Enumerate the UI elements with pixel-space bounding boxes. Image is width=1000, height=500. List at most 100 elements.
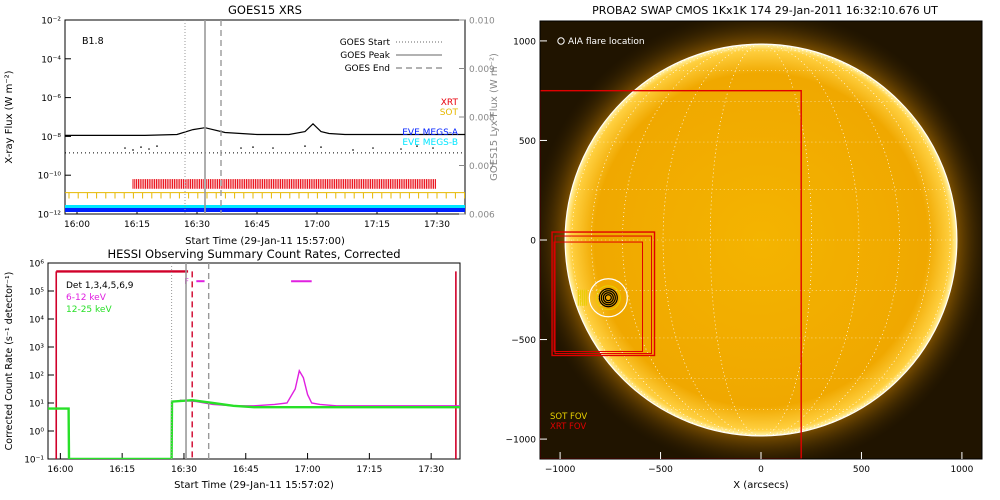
eve-megs-a-coverage bbox=[65, 208, 465, 212]
goes-y-tick-label: 10⁻¹² bbox=[38, 211, 62, 221]
hessi-y-tick-label: 10⁰ bbox=[29, 428, 44, 438]
hessi-y-tick-label: 10¹ bbox=[29, 400, 44, 410]
longitude-line bbox=[571, 43, 951, 437]
goes-legend-label: GOES Peak bbox=[340, 51, 390, 61]
goes-x-tick-label: 16:30 bbox=[184, 220, 210, 230]
goes-instrument-label: XRT bbox=[441, 98, 459, 108]
flare-contour bbox=[602, 292, 614, 304]
hessi-panel: HESSI Observing Summary Count Rates, Cor… bbox=[4, 247, 461, 491]
swap-x-tick-label: −500 bbox=[648, 465, 673, 475]
swap-panel: PROBA2 SWAP CMOS 1Kx1K 174 29-Jan-2011 1… bbox=[506, 4, 983, 491]
xrt-fov-label: XRT FOV bbox=[550, 422, 586, 432]
hessi-y-tick-label: 10³ bbox=[29, 344, 44, 354]
goes-y-label: X-ray Flux (W m⁻²) bbox=[4, 70, 15, 163]
lyx-scatter-point bbox=[140, 146, 142, 148]
goes-x-tick-label: 16:15 bbox=[124, 220, 150, 230]
hessi-y-tick-label: 10² bbox=[29, 372, 44, 382]
hessi-y-label: Corrected Count Rate (s⁻¹ detector⁻¹) bbox=[4, 272, 15, 451]
hessi-x-tick-label: 16:15 bbox=[109, 465, 135, 475]
swap-ticks: −1000 −500 0 500 1000 1000 500 0 −500 −1000 bbox=[506, 37, 974, 475]
swap-y-tick-label: 1000 bbox=[513, 37, 536, 47]
hessi-plot-area: F bbox=[48, 263, 460, 459]
goes-plot-area bbox=[65, 20, 465, 214]
goes-class-label: B1.8 bbox=[82, 36, 104, 47]
goes-x-label: Start Time (29-Jan-11 15:57:00) bbox=[185, 236, 345, 247]
xrt-fov-inner-box bbox=[553, 241, 644, 352]
goes-y2-tick-label: 0.009 bbox=[469, 65, 495, 75]
lyx-scatter-point bbox=[156, 145, 158, 147]
hessi-12-25kev-line bbox=[48, 398, 460, 459]
solar-limb bbox=[564, 43, 958, 437]
goes-x-tick-label: 17:30 bbox=[424, 220, 450, 230]
hessi-x-tick-label: 16:00 bbox=[47, 465, 73, 475]
goes-y-tick-label: 10⁻² bbox=[41, 17, 61, 27]
hessi-x-label: Start Time (29-Jan-11 15:57:02) bbox=[174, 480, 334, 491]
flare-contour bbox=[600, 290, 616, 306]
lyx-scatter-point bbox=[416, 145, 418, 147]
heliographic-grid bbox=[564, 43, 958, 437]
goes-y-tick-label: 10⁻⁸ bbox=[41, 133, 61, 143]
hessi-x-ticks: 16:00 16:15 16:30 16:45 17:00 17:15 17:30 bbox=[47, 453, 444, 475]
lyx-scatter-point bbox=[372, 147, 374, 149]
flare-contour bbox=[604, 294, 612, 302]
hessi-y-tick-label: 10⁶ bbox=[29, 260, 44, 270]
swap-image bbox=[540, 21, 982, 459]
hessi-legend: Det 1,3,4,5,6,9 6-12 keV 12-25 keV bbox=[66, 281, 134, 315]
goes-y-tick-label: 10⁻⁴ bbox=[41, 55, 61, 65]
eve-megs-b-coverage bbox=[65, 205, 465, 208]
goes-x-tick-label: 16:45 bbox=[244, 220, 270, 230]
goes-x-ticks: 16:00 16:15 16:30 16:45 17:00 17:15 17:30 bbox=[64, 208, 450, 230]
goes-y2-tick-label: 0.006 bbox=[469, 211, 495, 221]
swap-y-tick-label: −1000 bbox=[506, 436, 537, 446]
goes-panel: GOES15 XRS 10⁻² 10⁻⁴ 10⁻⁶ 10⁻⁸ 10⁻¹⁰ 10⁻¹² 0.… bbox=[4, 3, 500, 247]
lyx-scatter-point bbox=[252, 146, 254, 148]
goes-y2-tick-label: 0.007 bbox=[469, 162, 495, 172]
hessi-y-tick-label: 10⁵ bbox=[29, 288, 44, 298]
hessi-title: HESSI Observing Summary Count Rates, Cor… bbox=[107, 247, 400, 261]
lyx-scatter-point bbox=[304, 145, 306, 147]
sot-fov-label: SOT FOV bbox=[550, 412, 587, 422]
goes-y-tick-label: 10⁻¹⁰ bbox=[38, 172, 62, 182]
goes-title: GOES15 XRS bbox=[228, 3, 302, 17]
flare-location-label: AIA flare location bbox=[568, 37, 645, 47]
goes-legend-label: GOES Start bbox=[340, 38, 391, 48]
swap-y-tick-label: −500 bbox=[511, 336, 536, 346]
lyx-scatter-point bbox=[400, 148, 402, 150]
swap-x-tick-label: −1000 bbox=[545, 465, 576, 475]
goes-y2-tick-label: 0.008 bbox=[469, 114, 495, 124]
lyx-scatter-point bbox=[124, 147, 126, 149]
goes-x-tick-label: 17:00 bbox=[304, 220, 330, 230]
hessi-y-tick-label: 10⁴ bbox=[29, 316, 44, 326]
goes-instrument-label: SOT bbox=[440, 108, 459, 118]
goes-instrument-label: EVE MEGS-B bbox=[402, 138, 458, 148]
goes-y-ticks: 10⁻² 10⁻⁴ 10⁻⁶ 10⁻⁸ 10⁻¹⁰ 10⁻¹² bbox=[38, 17, 71, 221]
lyx-scatter-point bbox=[272, 147, 274, 149]
hessi-legend-label: 12-25 keV bbox=[66, 305, 112, 315]
sun-disk bbox=[565, 44, 957, 436]
hessi-legend-label: 6-12 keV bbox=[66, 293, 107, 303]
flare-location-legend-icon bbox=[557, 37, 565, 45]
goes-y2-tick-label: 0.010 bbox=[469, 17, 495, 27]
swap-y-tick-label: 0 bbox=[530, 237, 536, 247]
goes-x-tick-label: 17:15 bbox=[364, 220, 390, 230]
goes-legend: GOES Start GOES Peak GOES End bbox=[340, 38, 442, 74]
lyx-scatter-point bbox=[132, 149, 134, 151]
flare-contour bbox=[598, 288, 618, 308]
flare-location-circle bbox=[588, 278, 628, 318]
xrt-fov-box bbox=[551, 231, 656, 357]
hessi-x-tick-label: 17:15 bbox=[356, 465, 382, 475]
goes-y-tick-label: 10⁻⁶ bbox=[41, 94, 61, 104]
hessi-axes-frame bbox=[47, 262, 461, 460]
goes-x-tick-label: 16:00 bbox=[64, 220, 90, 230]
swap-x-tick-label: 500 bbox=[853, 465, 870, 475]
lyx-scatter-point bbox=[240, 147, 242, 149]
swap-x-label: X (arcsecs) bbox=[733, 480, 789, 491]
swap-x-tick-label: 0 bbox=[758, 465, 764, 475]
hessi-x-tick-label: 17:00 bbox=[295, 465, 321, 475]
lyx-scatter-point bbox=[320, 146, 322, 148]
goes-instrument-label: EVE MEGS-A bbox=[402, 128, 459, 138]
xrt-fov-inner-box bbox=[554, 235, 653, 354]
hessi-y-ticks: 10⁶ 10⁵ 10⁴ 10³ 10² 10¹ 10⁰ 10⁻¹ bbox=[24, 260, 54, 466]
goes-legend-label: GOES End bbox=[345, 64, 390, 74]
